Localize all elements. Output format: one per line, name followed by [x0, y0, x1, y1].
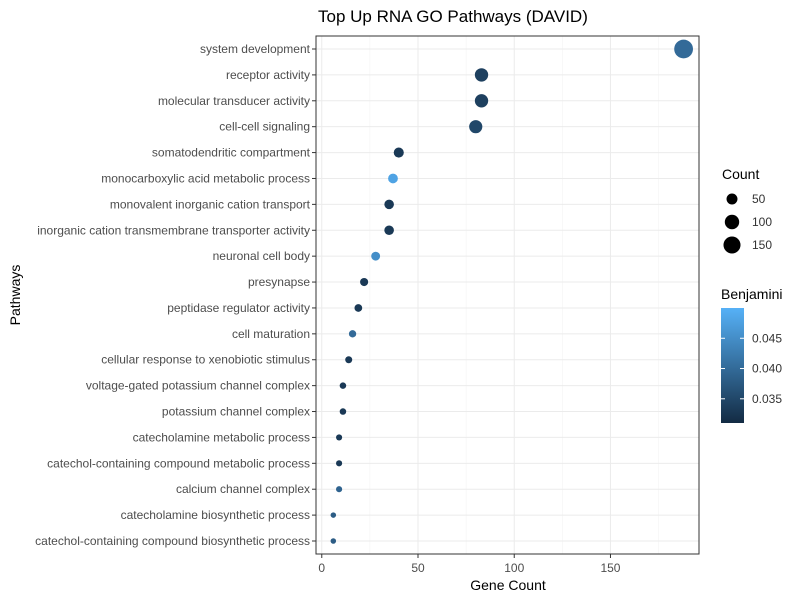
y-tick-label: neuronal cell body: [213, 249, 310, 263]
plot-border: [315, 35, 700, 555]
data-point: [336, 486, 343, 493]
y-tick-label: cell maturation: [232, 327, 310, 341]
x-axis-title: Gene Count: [470, 577, 546, 593]
size-legend: Count 50 100 150: [722, 166, 772, 254]
size-legend-key: [723, 236, 741, 254]
y-tick-label: monovalent inorganic cation transport: [110, 197, 311, 211]
y-tick-label: cell-cell signaling: [219, 120, 310, 134]
data-point: [330, 512, 337, 518]
x-tick-label: 100: [504, 561, 524, 575]
y-tick-label: peptidase regulator activity: [167, 301, 310, 315]
color-legend-label: 0.045: [752, 331, 782, 345]
y-tick-label: potassium channel complex: [162, 405, 310, 419]
data-point: [474, 68, 489, 82]
size-legend-key: [726, 193, 738, 205]
size-legend-label: 100: [752, 215, 772, 229]
y-axis-ticks: system development receptor activity molec…: [35, 42, 316, 548]
color-legend-title: Benjamini: [721, 286, 782, 302]
size-legend-title: Count: [722, 166, 759, 182]
data-point: [384, 199, 394, 210]
data-point: [336, 434, 343, 441]
y-tick-label: catechol-containing compound biosyntheti…: [35, 534, 310, 548]
data-point: [388, 173, 398, 184]
data-point: [360, 277, 369, 287]
chart-title: Top Up RNA GO Pathways (DAVID): [318, 7, 588, 26]
color-legend-label: 0.040: [752, 362, 782, 376]
data-point: [339, 382, 347, 389]
data-point: [345, 356, 353, 364]
y-tick-label: presynapse: [248, 275, 310, 289]
data-point: [393, 147, 404, 158]
plot-background: [316, 36, 699, 554]
y-tick-label: calcium channel complex: [176, 482, 310, 496]
data-point: [384, 225, 394, 236]
data-point: [336, 460, 343, 467]
y-tick-label: somatodendritic compartment: [152, 146, 311, 160]
size-legend-label: 50: [752, 192, 766, 206]
y-tick-label: voltage-gated potassium channel complex: [86, 379, 310, 393]
plot-panel: [316, 36, 699, 554]
y-tick-label: monocarboxylic acid metabolic process: [101, 171, 310, 185]
color-legend-bar: [721, 308, 744, 423]
color-legend: Benjamini 0.035 0.040 0.045: [721, 286, 782, 423]
data-point: [348, 330, 357, 338]
color-legend-label: 0.035: [752, 392, 782, 406]
size-legend-key: [724, 214, 740, 230]
y-tick-label: catechol-containing compound metabolic p…: [47, 456, 310, 470]
x-axis-ticks: 0 50 100 150: [318, 554, 621, 575]
gridlines: [315, 35, 700, 555]
data-points: [330, 39, 693, 544]
x-tick-label: 0: [318, 561, 325, 575]
y-tick-label: receptor activity: [226, 68, 310, 82]
x-tick-label: 150: [600, 561, 620, 575]
y-tick-label: cellular response to xenobiotic stimulus: [101, 353, 310, 367]
y-tick-label: catecholamine metabolic process: [133, 430, 310, 444]
y-tick-label: molecular transducer activity: [158, 94, 310, 108]
size-legend-label: 150: [752, 238, 772, 252]
y-tick-label: catecholamine biosynthetic process: [121, 508, 310, 522]
y-tick-label: system development: [200, 42, 311, 56]
data-point: [339, 408, 347, 415]
data-point: [330, 538, 337, 544]
y-tick-label: inorganic cation transmembrane transport…: [37, 223, 310, 237]
y-axis-title: Pathways: [7, 265, 23, 326]
data-point: [354, 304, 363, 312]
data-point: [474, 94, 489, 108]
data-point: [469, 120, 483, 134]
data-point: [371, 251, 381, 261]
x-tick-label: 50: [411, 561, 425, 575]
data-point: [674, 39, 693, 59]
